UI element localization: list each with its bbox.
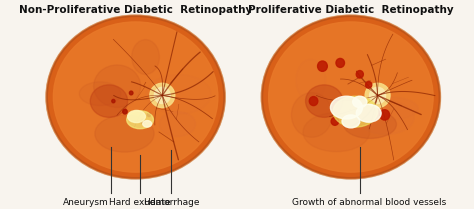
Ellipse shape [330, 96, 363, 119]
Circle shape [380, 110, 390, 120]
Ellipse shape [358, 97, 418, 120]
Ellipse shape [159, 112, 195, 136]
Ellipse shape [146, 75, 211, 114]
Ellipse shape [95, 115, 154, 152]
Ellipse shape [79, 82, 121, 106]
Circle shape [123, 109, 127, 114]
Text: Growth of abnormal blood vessels: Growth of abnormal blood vessels [292, 198, 447, 207]
Ellipse shape [356, 104, 381, 122]
Circle shape [310, 97, 318, 106]
Circle shape [318, 61, 328, 71]
Circle shape [356, 70, 364, 78]
Ellipse shape [150, 83, 175, 108]
Ellipse shape [262, 16, 440, 178]
Ellipse shape [342, 115, 360, 128]
Circle shape [331, 117, 338, 125]
Ellipse shape [296, 60, 326, 101]
Text: Proliferative Diabetic  Retinopathy: Proliferative Diabetic Retinopathy [248, 5, 454, 15]
Circle shape [112, 99, 115, 103]
Ellipse shape [306, 85, 343, 117]
Ellipse shape [47, 16, 225, 178]
Ellipse shape [333, 96, 378, 127]
Text: Hard exudate: Hard exudate [109, 198, 171, 207]
Circle shape [365, 82, 372, 88]
Ellipse shape [370, 87, 385, 103]
Circle shape [147, 113, 151, 117]
Ellipse shape [90, 85, 128, 117]
Text: Aneurysm: Aneurysm [63, 198, 109, 207]
Text: Non-Proliferative Diabetic  Retinopathy: Non-Proliferative Diabetic Retinopathy [19, 5, 252, 15]
Ellipse shape [303, 113, 370, 152]
Circle shape [129, 91, 133, 95]
Ellipse shape [143, 121, 152, 127]
Text: Hemorrhage: Hemorrhage [143, 198, 200, 207]
Ellipse shape [357, 101, 414, 135]
Ellipse shape [344, 110, 396, 138]
Ellipse shape [155, 87, 170, 103]
Ellipse shape [94, 65, 141, 107]
Ellipse shape [365, 83, 390, 108]
Ellipse shape [269, 22, 433, 172]
Ellipse shape [353, 96, 367, 108]
Ellipse shape [127, 111, 154, 129]
Ellipse shape [128, 110, 146, 123]
Circle shape [141, 119, 145, 124]
Ellipse shape [54, 22, 218, 172]
Ellipse shape [292, 93, 332, 137]
Circle shape [336, 59, 345, 68]
Ellipse shape [132, 40, 159, 74]
